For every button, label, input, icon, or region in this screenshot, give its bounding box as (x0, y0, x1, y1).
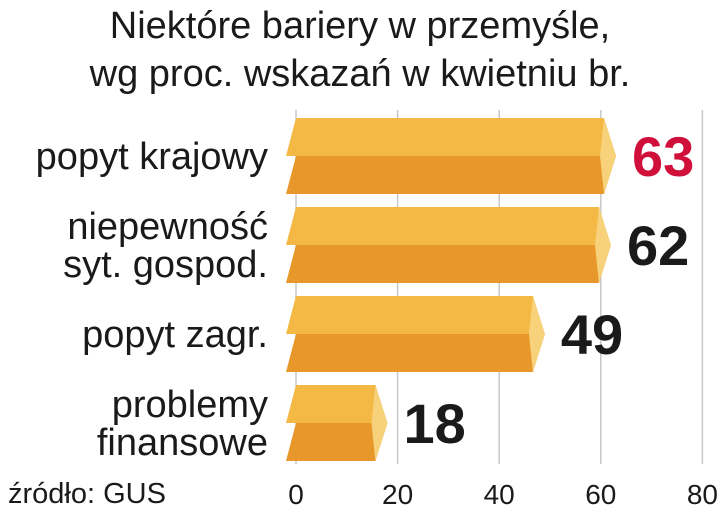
bar-lower (286, 245, 611, 283)
category-label: problemy (112, 384, 268, 426)
bar-lower (286, 156, 617, 194)
x-tick-label: 20 (382, 479, 413, 510)
value-label: 62 (627, 214, 689, 277)
bar-lower (286, 334, 545, 372)
bar (286, 207, 611, 245)
chart-title-line-2: wg proc. wskazań w kwietniu br. (89, 53, 631, 95)
bar-tip (371, 385, 388, 461)
bar (286, 385, 388, 423)
bar (286, 296, 545, 334)
category-label: popyt krajowy (36, 136, 268, 178)
x-tick-label: 80 (687, 479, 718, 510)
category-label: syt. gospod. (63, 244, 268, 286)
bar (286, 118, 617, 156)
bar-tip (594, 207, 611, 283)
x-tick-label: 60 (585, 479, 616, 510)
x-tick-label: 0 (288, 479, 304, 510)
category-label: finansowe (97, 422, 268, 464)
bar-tip (600, 118, 617, 194)
chart-title-line-1: Niektóre bariery w przemyśle, (109, 5, 611, 47)
category-label: popyt zagr. (82, 314, 268, 356)
x-tick-label: 40 (484, 479, 515, 510)
value-label: 49 (561, 303, 623, 366)
source-note: źródło: GUS (8, 478, 166, 510)
value-label: 63 (632, 125, 694, 188)
bar-lower (286, 423, 388, 461)
category-label: niepewność (67, 206, 268, 248)
value-label: 18 (403, 392, 465, 455)
bar-tip (528, 296, 545, 372)
